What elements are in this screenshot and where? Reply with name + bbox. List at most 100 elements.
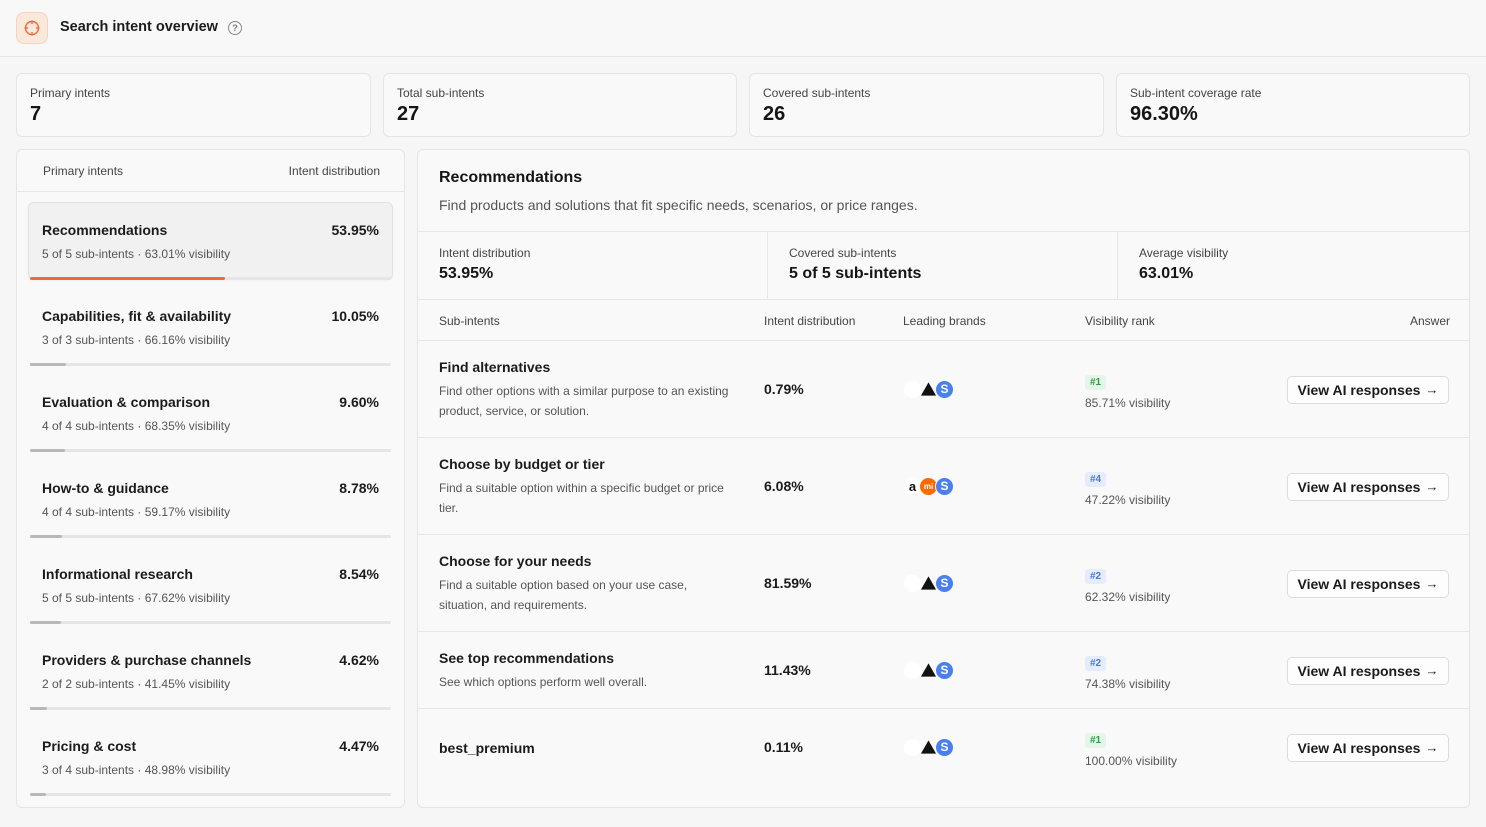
intent-detail-panel: Recommendations Find products and soluti… bbox=[417, 149, 1470, 808]
leading-brands: S bbox=[903, 660, 954, 680]
s-logo-icon: S bbox=[935, 737, 954, 757]
primary-intent-percentage: 4.47% bbox=[339, 738, 379, 754]
stat-card-total-sub-intents: Total sub-intents 27 bbox=[383, 73, 737, 137]
sub-intent-distribution: 81.59% bbox=[764, 574, 812, 591]
button-label: View AI responses bbox=[1297, 575, 1421, 592]
view-ai-responses-button[interactable]: View AI responses → bbox=[1287, 733, 1449, 762]
detail-metrics: Intent distribution 53.95% Covered sub-i… bbox=[418, 231, 1469, 300]
view-ai-responses-button[interactable]: View AI responses → bbox=[1287, 656, 1449, 685]
target-logo-icon bbox=[16, 12, 48, 44]
primary-intent-summary: 4 of 4 sub-intents · 59.17% visibility bbox=[42, 505, 231, 519]
rank-badge: #2 bbox=[1085, 655, 1107, 671]
intent-distribution-bar-fill bbox=[30, 793, 47, 796]
column-header-answer: Answer bbox=[1409, 314, 1450, 328]
sub-intent-row: See top recommendations See which options… bbox=[418, 632, 1469, 709]
s-logo-icon: S bbox=[935, 660, 954, 680]
arrow-right-icon: → bbox=[1425, 382, 1439, 397]
help-icon[interactable]: ? bbox=[228, 21, 242, 35]
column-header-intent-distribution: Intent distribution bbox=[764, 314, 856, 328]
visibility-rank: #1 100.00% visibility bbox=[1085, 730, 1177, 768]
view-ai-responses-button[interactable]: View AI responses → bbox=[1287, 375, 1449, 404]
stat-value: 26 bbox=[763, 103, 786, 125]
visibility-rank: #2 74.38% visibility bbox=[1085, 653, 1170, 691]
primary-intent-row: Recommendations 53.95% bbox=[42, 222, 379, 238]
sub-intent-name: Find alternatives bbox=[439, 359, 551, 375]
leading-brands: S bbox=[903, 573, 954, 593]
primary-intent-item[interactable]: Informational research 8.54% 5 of 5 sub-in… bbox=[28, 546, 393, 624]
intent-distribution-bar bbox=[30, 277, 391, 280]
primary-intents-header: Primary intents Intent distribution bbox=[17, 150, 404, 192]
rank-badge: #1 bbox=[1085, 374, 1107, 390]
intent-distribution-bar-fill bbox=[30, 363, 67, 366]
button-label: View AI responses bbox=[1297, 381, 1421, 398]
sub-intent-description: Find a suitable option based on your use… bbox=[439, 578, 688, 612]
visibility-value: 74.38% visibility bbox=[1085, 676, 1171, 691]
sub-intent-name: Choose by budget or tier bbox=[439, 456, 605, 472]
apple-logo-icon bbox=[903, 737, 922, 757]
metric-intent-distribution: Intent distribution 53.95% bbox=[418, 232, 768, 299]
stat-value: 7 bbox=[30, 103, 42, 125]
view-ai-responses-button[interactable]: View AI responses → bbox=[1287, 569, 1449, 598]
sub-intent-description: See which options perform well overall. bbox=[439, 675, 648, 689]
column-header-primary-intents: Primary intents bbox=[43, 163, 124, 178]
intent-distribution-bar-fill bbox=[30, 277, 225, 280]
metric-value: 53.95% bbox=[439, 265, 494, 282]
sub-intent-name: Choose for your needs bbox=[439, 553, 592, 569]
metric-value: 63.01% bbox=[1139, 265, 1194, 282]
visibility-value: 100.00% visibility bbox=[1085, 753, 1178, 768]
visibility-rank: #4 47.22% visibility bbox=[1085, 469, 1170, 507]
stat-value: 27 bbox=[397, 103, 420, 125]
stat-label: Covered sub-intents bbox=[763, 86, 871, 100]
primary-intent-summary: 3 of 4 sub-intents · 48.98% visibility bbox=[42, 763, 231, 777]
primary-intent-summary: 2 of 2 sub-intents · 41.45% visibility bbox=[42, 677, 231, 691]
primary-intent-name: Pricing & cost bbox=[42, 738, 137, 754]
sub-intent-row: Find alternatives Find other options with… bbox=[418, 341, 1469, 438]
column-header-leading-brands: Leading brands bbox=[903, 314, 986, 328]
primary-intent-percentage: 8.54% bbox=[339, 566, 379, 582]
intent-distribution-bar bbox=[30, 793, 391, 796]
primary-intent-item[interactable]: Recommendations 53.95% 5 of 5 sub-intents … bbox=[28, 202, 393, 280]
primary-intent-percentage: 9.60% bbox=[339, 394, 379, 410]
primary-intent-percentage: 10.05% bbox=[331, 308, 379, 324]
sub-intent-distribution: 11.43% bbox=[764, 661, 811, 678]
primary-intent-item[interactable]: Providers & purchase channels 4.62% 2 of 2… bbox=[28, 632, 393, 710]
intent-distribution-bar-fill bbox=[30, 449, 65, 452]
triangle-logo-icon bbox=[919, 661, 938, 680]
primary-intent-item[interactable]: How-to & guidance 8.78% 4 of 4 sub-intents… bbox=[28, 460, 393, 538]
visibility-value: 85.71% visibility bbox=[1085, 395, 1171, 410]
s-logo-icon: S bbox=[935, 379, 954, 399]
primary-intent-name: Capabilities, fit & availability bbox=[42, 308, 232, 324]
sub-intent-distribution: 6.08% bbox=[764, 477, 804, 494]
primary-intent-item[interactable]: Evaluation & comparison 9.60% 4 of 4 sub-i… bbox=[28, 374, 393, 452]
primary-intent-item[interactable]: Capabilities, fit & availability 10.05% 3 … bbox=[28, 288, 393, 366]
s-logo-icon: S bbox=[935, 476, 954, 496]
sub-intent-name: See top recommendations bbox=[439, 650, 615, 666]
metric-covered-sub-intents: Covered sub-intents 5 of 5 sub-intents bbox=[768, 232, 1118, 299]
primary-intent-summary: 3 of 3 sub-intents · 66.16% visibility bbox=[42, 333, 231, 347]
primary-intent-summary: 5 of 5 sub-intents · 67.62% visibility bbox=[42, 591, 231, 605]
leading-brands: a mi S bbox=[903, 476, 954, 496]
app-header: Search intent overview ? bbox=[0, 0, 1486, 57]
primary-intent-row: How-to & guidance 8.78% bbox=[42, 480, 379, 496]
primary-intents-list: Recommendations 53.95% 5 of 5 sub-intents … bbox=[17, 192, 404, 796]
intent-distribution-bar bbox=[30, 621, 391, 624]
sub-intent-description: Find a suitable option within a specific… bbox=[439, 481, 724, 515]
primary-intent-name: Providers & purchase channels bbox=[42, 652, 252, 668]
sub-intents-table-header: Sub-intents Intent distribution Leading … bbox=[418, 300, 1469, 341]
view-ai-responses-button[interactable]: View AI responses → bbox=[1287, 472, 1449, 501]
primary-intent-item[interactable]: Pricing & cost 4.47% 3 of 4 sub-intents · … bbox=[28, 718, 393, 796]
rank-badge: #1 bbox=[1085, 732, 1107, 748]
arrow-right-icon: → bbox=[1425, 479, 1439, 494]
sub-intent-row: best_premium 0.11% S #1 100.00% visibility Vi… bbox=[418, 709, 1469, 786]
visibility-value: 47.22% visibility bbox=[1085, 492, 1171, 507]
metric-average-visibility: Average visibility 63.01% bbox=[1118, 232, 1468, 299]
primary-intent-name: Evaluation & comparison bbox=[42, 394, 211, 410]
intent-distribution-bar-fill bbox=[30, 621, 61, 624]
metric-label: Intent distribution bbox=[439, 246, 531, 260]
button-label: View AI responses bbox=[1297, 739, 1421, 756]
column-header-intent-distribution: Intent distribution bbox=[288, 163, 380, 178]
sub-intent-distribution: 0.79% bbox=[764, 380, 804, 397]
s-logo-icon: S bbox=[935, 573, 954, 593]
intent-distribution-bar-fill bbox=[30, 707, 47, 710]
primary-intent-summary: 4 of 4 sub-intents · 68.35% visibility bbox=[42, 419, 231, 433]
